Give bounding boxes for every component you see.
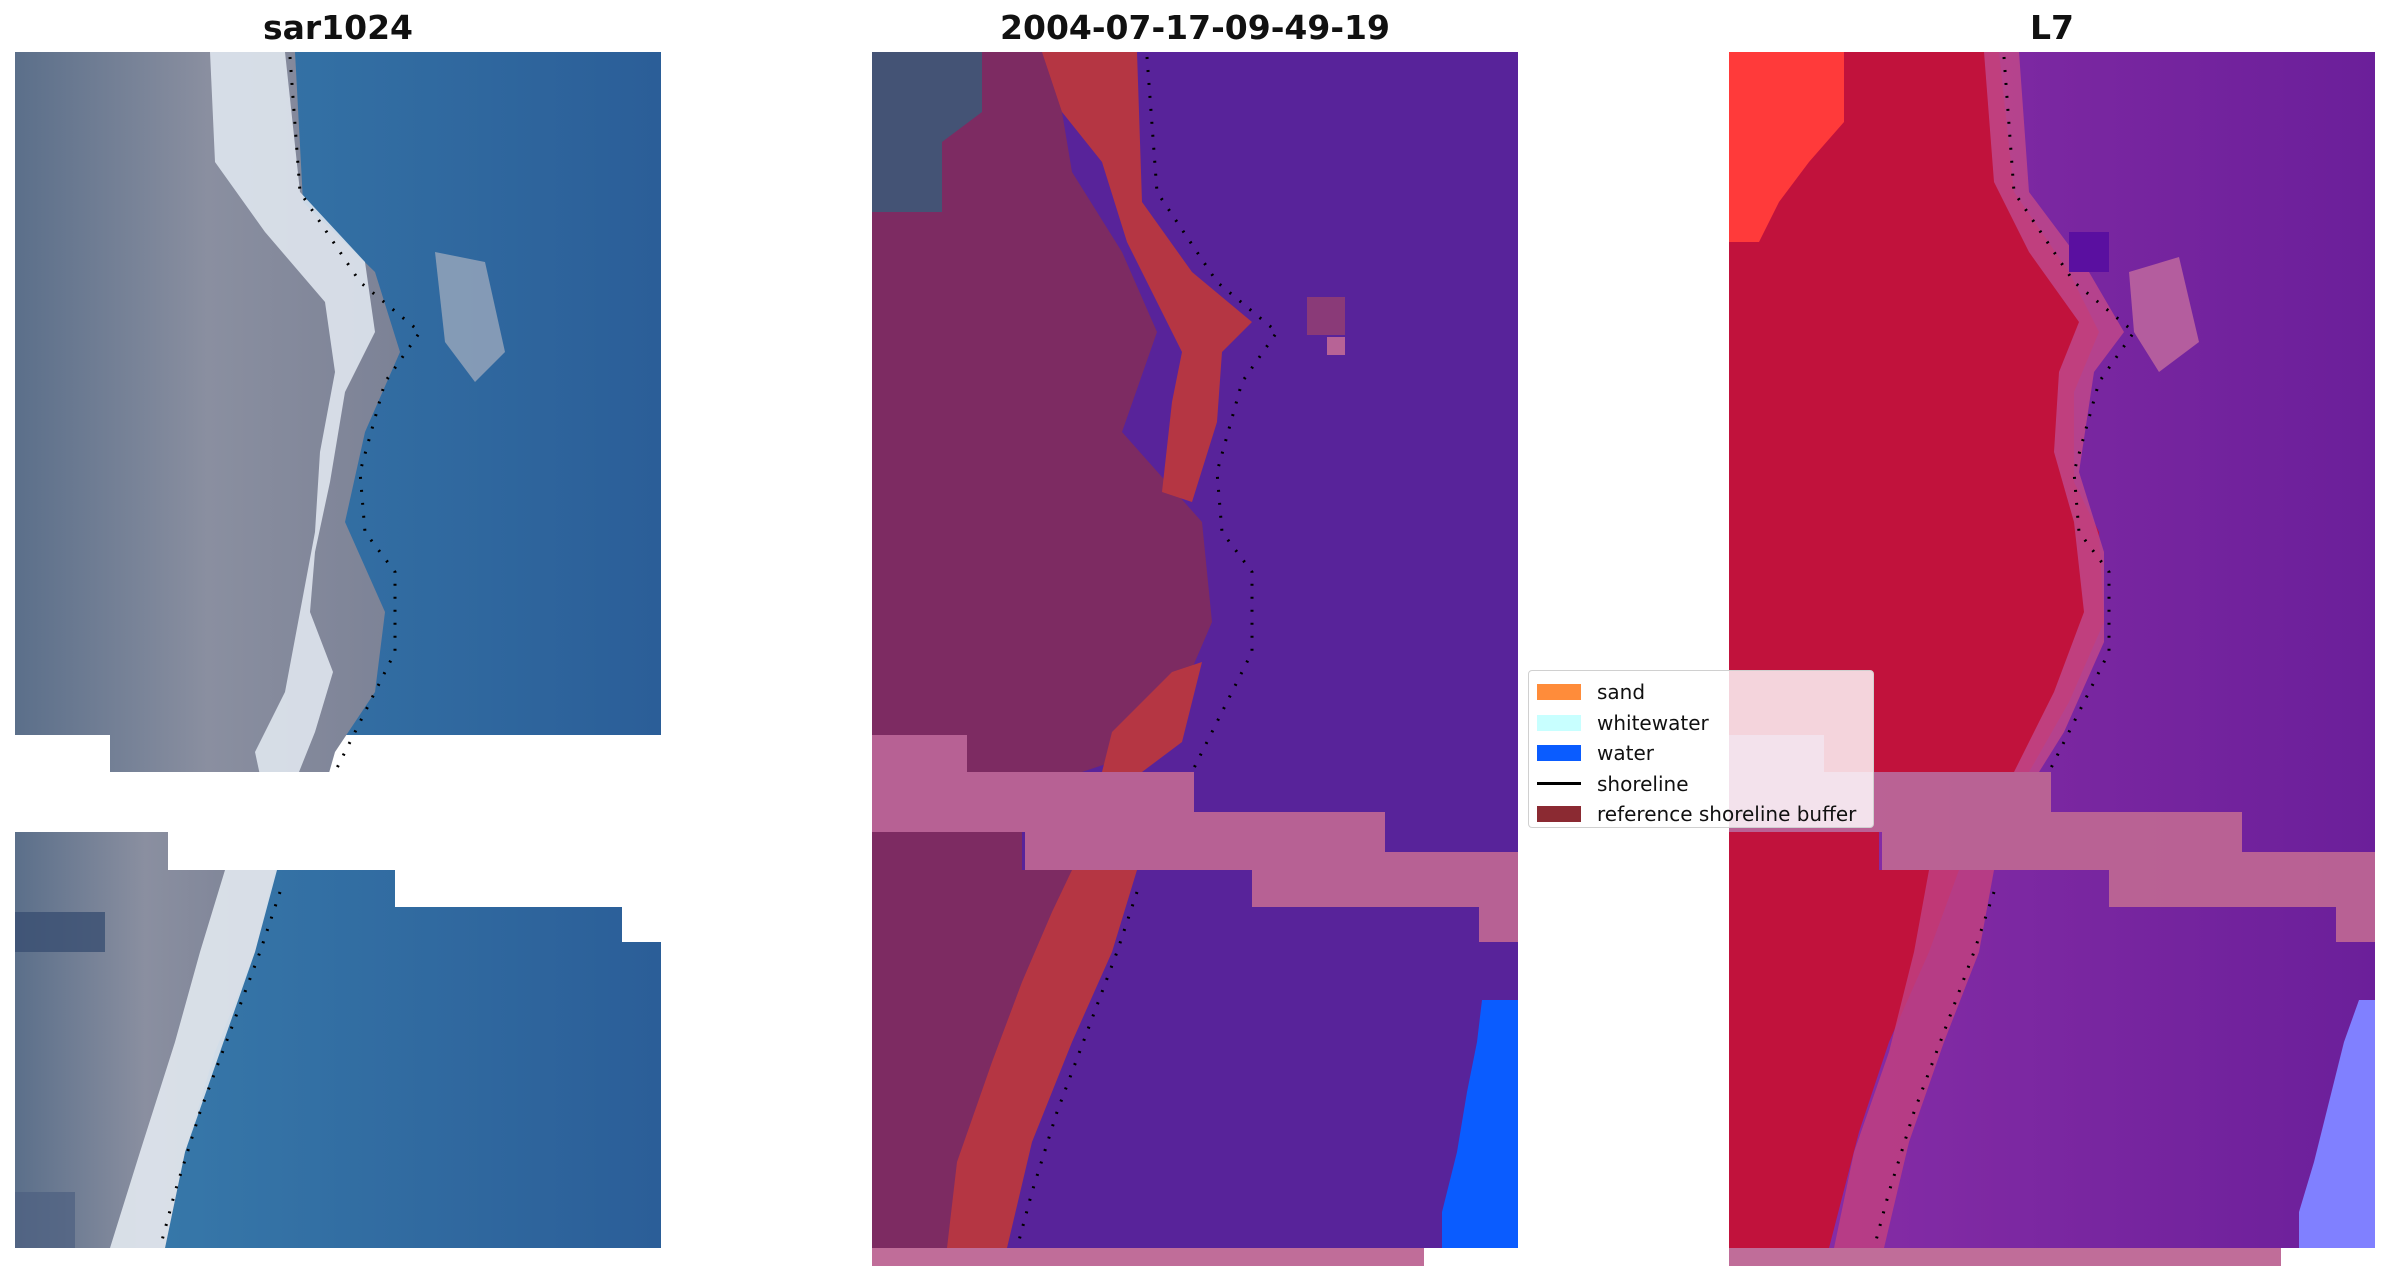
legend: sand whitewater water shoreline referenc… xyxy=(1528,670,1874,828)
classified-image xyxy=(872,52,1518,1248)
legend-label: whitewater xyxy=(1597,710,1709,735)
panel-title-mndwi: L7 xyxy=(2030,8,2074,47)
sand-swatch xyxy=(1537,684,1581,701)
rgb-image-panel xyxy=(15,52,661,1270)
panel-title-classification: 2004-07-17-09-49-19 xyxy=(1000,8,1390,47)
mndwi-panel xyxy=(1729,52,2375,1270)
legend-label: reference shoreline buffer xyxy=(1597,802,1857,827)
legend-label: sand xyxy=(1597,680,1646,705)
shoreline-rgb xyxy=(158,56,423,1249)
shoreline-swatch xyxy=(1537,782,1581,786)
legend-label: water xyxy=(1597,741,1654,766)
shoreline-classification xyxy=(1015,56,1280,1249)
panel-title-rgb: sar1024 xyxy=(262,8,414,47)
legend-item-reference-buffer: reference shoreline buffer xyxy=(1537,799,1873,830)
water-swatch xyxy=(1537,745,1581,762)
classification-panel xyxy=(872,52,1518,1270)
rgb-image xyxy=(15,52,661,1248)
shoreline-mndwi xyxy=(1872,56,2137,1249)
whitewater-swatch xyxy=(1537,714,1581,731)
legend-item-shoreline: shoreline xyxy=(1537,769,1873,800)
nodata-overlay-mndwi xyxy=(1729,735,2375,1266)
legend-item-whitewater: whitewater xyxy=(1537,708,1873,739)
legend-label: shoreline xyxy=(1597,771,1689,796)
nodata-overlay xyxy=(872,735,1518,1266)
mndwi-image xyxy=(1729,52,2375,1248)
legend-item-sand: sand xyxy=(1537,677,1873,708)
legend-item-water: water xyxy=(1537,738,1873,769)
reference-buffer-swatch xyxy=(1537,806,1581,823)
